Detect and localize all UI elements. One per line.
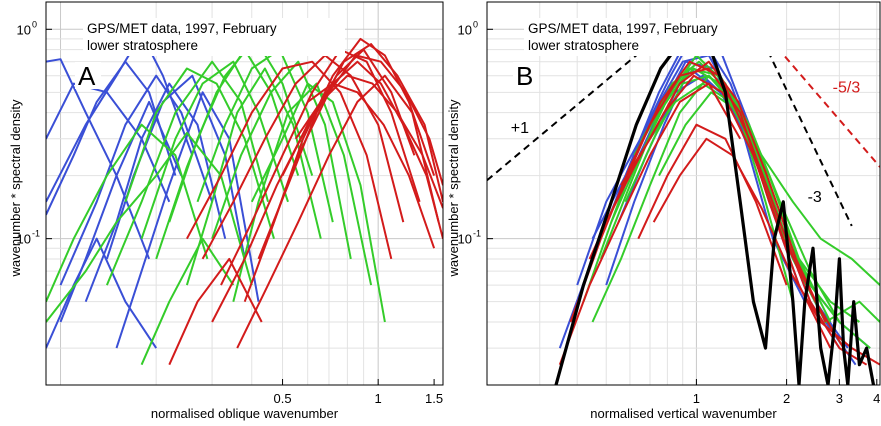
series-line-9 — [46, 237, 158, 349]
slope-annotation-3: -5/3 — [833, 79, 861, 96]
plot-frame-a — [45, 1, 444, 386]
y-tick-exponent: 0 — [32, 19, 37, 29]
y-tick-exponent: -1 — [32, 229, 40, 239]
series-line-14 — [591, 74, 794, 323]
series-line-5 — [46, 58, 151, 260]
x-tick-label: 4 — [873, 391, 880, 406]
series-group-a — [46, 33, 443, 366]
panel-label-background-b — [513, 62, 539, 89]
chart-title-b: GPS/MET data, 1997, February — [528, 21, 718, 36]
series-line-20 — [140, 237, 235, 366]
series-line-18 — [620, 60, 827, 323]
series-line-12 — [649, 82, 880, 286]
x-tick-label: 1 — [693, 391, 700, 406]
series-line-23 — [46, 123, 209, 303]
x-tick-label: 2 — [783, 391, 790, 406]
series-line-25 — [220, 48, 421, 286]
x-tick-label: 0.5 — [274, 391, 292, 406]
x-axis-label-a: normalised oblique wavenumber — [151, 406, 339, 421]
series-line-26 — [186, 60, 393, 260]
y-axis-label-b: wavenumber * spectral density — [446, 99, 461, 278]
chart-title-a: GPS/MET data, 1997, February — [87, 21, 277, 36]
series-line-16 — [105, 60, 269, 286]
series-line-32 — [281, 60, 443, 239]
series-line-3 — [46, 82, 171, 203]
y-tick-label: 10 — [17, 232, 31, 247]
y-tick-exponent: -1 — [473, 229, 481, 239]
chart-subtitle-a: lower stratosphere — [87, 38, 198, 53]
x-tick-label: 1.5 — [425, 391, 443, 406]
panel-label-a: A — [78, 61, 96, 91]
series-line-21 — [652, 137, 880, 366]
series-line-21 — [46, 131, 253, 323]
x-axis-label-b: normalised vertical wavenumber — [590, 406, 777, 421]
series-line-30 — [168, 257, 263, 366]
series-line-22 — [250, 82, 386, 323]
slope-annotation-1: +1 — [511, 120, 529, 137]
series-line-19 — [637, 123, 788, 286]
y-tick-label: 10 — [458, 22, 472, 37]
series-line-17 — [196, 48, 334, 223]
series-line-24 — [201, 54, 405, 260]
series-line-2 — [46, 33, 194, 203]
series-line-35 — [307, 82, 436, 249]
series-line-1 — [46, 60, 177, 216]
series-line-17 — [605, 74, 845, 349]
x-tick-label: 3 — [836, 391, 843, 406]
y-tick-label: 10 — [458, 232, 472, 247]
y-tick-label: 10 — [17, 22, 31, 37]
plot-frame-b — [486, 1, 881, 386]
series-line-10 — [115, 91, 260, 349]
x-tick-label: 1 — [375, 391, 382, 406]
series-line-4 — [59, 74, 214, 286]
chart-subtitle-b: lower stratosphere — [528, 38, 639, 53]
slope-annotation-2: -3 — [808, 189, 822, 206]
panel-label-b: B — [516, 61, 533, 91]
title-background-b — [524, 18, 786, 56]
series-line-18 — [211, 60, 352, 260]
series-line-11 — [633, 67, 841, 323]
slope-line-2 — [756, 28, 853, 227]
series-line-6 — [84, 82, 227, 303]
series-line-20 — [558, 82, 742, 366]
y-tick-exponent: 0 — [473, 19, 478, 29]
title-background-a — [83, 18, 345, 56]
y-axis-label-a: wavenumber * spectral density — [8, 99, 23, 278]
panel-label-background-a — [75, 62, 101, 89]
series-line-34 — [236, 74, 440, 349]
